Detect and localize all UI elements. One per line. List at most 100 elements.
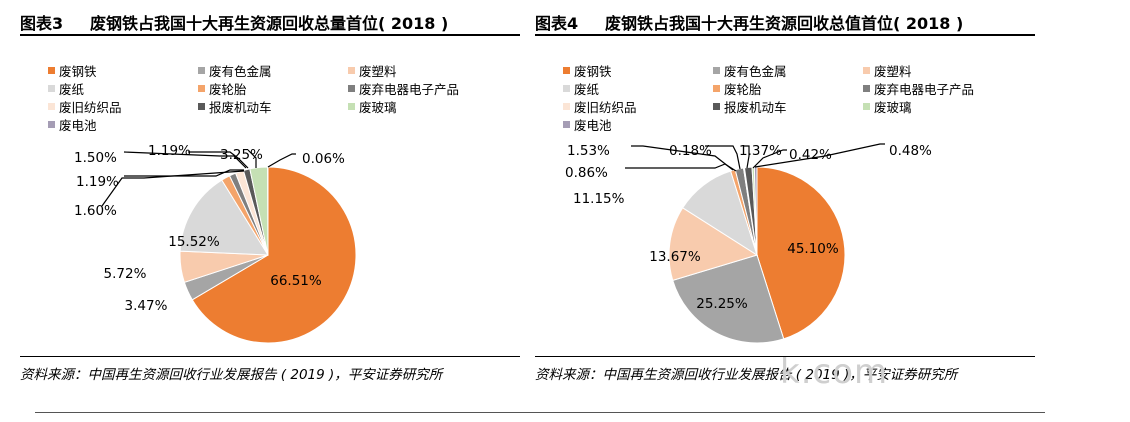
legend-label: 报废机动车 xyxy=(724,99,787,115)
legend-label: 废有色金属 xyxy=(209,63,272,79)
leader-line xyxy=(625,163,737,172)
legend-label: 废轮胎 xyxy=(209,81,247,97)
legend-swatch xyxy=(563,102,570,110)
leader-line xyxy=(754,143,885,168)
legend-swatch xyxy=(713,84,720,92)
source-note: 资料来源：中国再生资源回收行业发展报告 ( 2019 )，平安证券研究所 xyxy=(20,356,520,383)
legend-swatch xyxy=(863,84,870,92)
legend-swatch xyxy=(198,84,205,92)
data-label: 5.72% xyxy=(104,266,147,282)
pie-slice xyxy=(668,207,759,282)
leader-line xyxy=(101,170,245,207)
figure-3: 图表3 废钢铁占我国十大再生资源回收总量首位( 2018 ) 废钢铁 废有色金属废… xyxy=(20,0,520,392)
legend-item: 废旧纺织品 xyxy=(563,98,637,115)
legend-label: 废轮胎 xyxy=(724,81,762,97)
legend-item: 废旧纺织品 xyxy=(48,98,122,115)
legend-item: 废弃电器电子产品 xyxy=(348,80,460,97)
pie-slice xyxy=(756,166,846,340)
data-label: 1.37% xyxy=(739,143,782,159)
legend-label: 废塑料 xyxy=(359,63,397,79)
legend-swatch xyxy=(713,102,720,110)
legend-swatch xyxy=(563,66,570,74)
legend-item: 废塑料 xyxy=(863,62,912,79)
data-label: 0.86% xyxy=(565,165,608,181)
legend-item: 废轮胎 xyxy=(198,80,247,97)
data-label: 1.50% xyxy=(74,150,117,166)
legend-label: 废电池 xyxy=(59,117,97,133)
leader-line xyxy=(631,145,734,171)
data-label: 11.15% xyxy=(573,191,625,207)
legend-item: 废塑料 xyxy=(348,62,397,79)
legend-item: 废玻璃 xyxy=(348,98,397,115)
legend-label: 废旧纺织品 xyxy=(574,99,637,115)
legend-item: 废有色金属 xyxy=(713,62,787,79)
legend-swatch xyxy=(563,84,570,92)
data-label: 1.60% xyxy=(74,203,117,219)
source-note: 资料来源：中国再生资源回收行业发展报告 ( 2019 )，平安证券研究所 xyxy=(535,356,1035,383)
data-label: 0.18% xyxy=(669,143,712,159)
data-label: 0.48% xyxy=(889,143,932,159)
data-label: 0.06% xyxy=(302,151,345,167)
leader-line xyxy=(247,149,257,168)
data-label: 15.52% xyxy=(168,234,220,250)
legend-label: 废纸 xyxy=(574,81,600,97)
legend-item: 废纸 xyxy=(48,80,85,97)
pie-slice xyxy=(191,166,357,344)
leader-line xyxy=(123,151,247,169)
figure-title: 废钢铁占我国十大再生资源回收总量首位( 2018 ) xyxy=(90,14,449,33)
leader-line xyxy=(267,153,296,168)
pie-slice xyxy=(179,179,269,256)
legend-label: 报废机动车 xyxy=(209,99,272,115)
legend-swatch xyxy=(863,102,870,110)
legend-label: 废旧纺织品 xyxy=(59,99,122,115)
figure-header: 图表3 废钢铁占我国十大再生资源回收总量首位( 2018 ) xyxy=(20,8,520,36)
figure-header: 图表4 废钢铁占我国十大再生资源回收总值首位( 2018 ) xyxy=(535,8,1035,36)
figure-label: 图表4 xyxy=(535,14,579,33)
legend-label: 废纸 xyxy=(59,81,85,97)
leader-line xyxy=(752,149,787,169)
legend-item: 废电池 xyxy=(48,116,97,133)
data-label: 1.19% xyxy=(148,143,191,159)
legend-label: 废玻璃 xyxy=(359,99,397,115)
data-label: 0.42% xyxy=(789,147,832,163)
data-label: 3.25% xyxy=(220,147,263,163)
legend-swatch xyxy=(198,102,205,110)
legend-item: 废电池 xyxy=(563,116,612,133)
legend-label: 废弃电器电子产品 xyxy=(359,81,460,97)
legend-item: 废玻璃 xyxy=(863,98,912,115)
legend-swatch xyxy=(198,66,205,74)
legend-swatch xyxy=(48,84,55,92)
data-label: 1.53% xyxy=(567,143,610,159)
leader-line xyxy=(188,151,249,169)
legend-swatch xyxy=(713,66,720,74)
legend-label: 废弃电器电子产品 xyxy=(874,81,975,97)
legend-item: 废弃电器电子产品 xyxy=(863,80,975,97)
figure-4: 图表4 废钢铁占我国十大再生资源回收总值首位( 2018 ) 废钢铁 废有色金属废… xyxy=(535,0,1035,392)
legend-item: 废有色金属 xyxy=(198,62,272,79)
data-label: 1.19% xyxy=(76,174,119,190)
data-label: 13.67% xyxy=(649,249,701,265)
figure-title: 废钢铁占我国十大再生资源回收总值首位( 2018 ) xyxy=(605,14,964,33)
legend-swatch xyxy=(863,66,870,74)
legend-label: 废电池 xyxy=(574,117,612,133)
legend-swatch xyxy=(48,120,55,128)
data-label: 3.47% xyxy=(125,298,168,314)
legend-label: 废钢铁 xyxy=(574,63,612,79)
leader-line xyxy=(705,145,741,170)
legend-item: 废轮胎 xyxy=(713,80,762,97)
figure-label: 图表3 xyxy=(20,14,64,33)
legend-swatch xyxy=(348,66,355,74)
legend-item: 报废机动车 xyxy=(198,98,272,115)
data-label: 66.51% xyxy=(270,273,322,289)
watermark: k.com xyxy=(780,352,889,392)
legend-swatch xyxy=(48,66,55,74)
leader-line xyxy=(124,169,244,177)
legend-swatch xyxy=(48,102,55,110)
legend-item: 废钢铁 xyxy=(48,62,97,79)
legend-swatch xyxy=(348,102,355,110)
divider xyxy=(35,412,1045,413)
legend-label: 废有色金属 xyxy=(724,63,787,79)
leader-line xyxy=(743,145,750,169)
legend-swatch xyxy=(563,120,570,128)
pie-chart-value: 45.10% 25.25% 13.67% 11.15% 0.86% 1.53% 0.18% 1… xyxy=(565,143,932,344)
